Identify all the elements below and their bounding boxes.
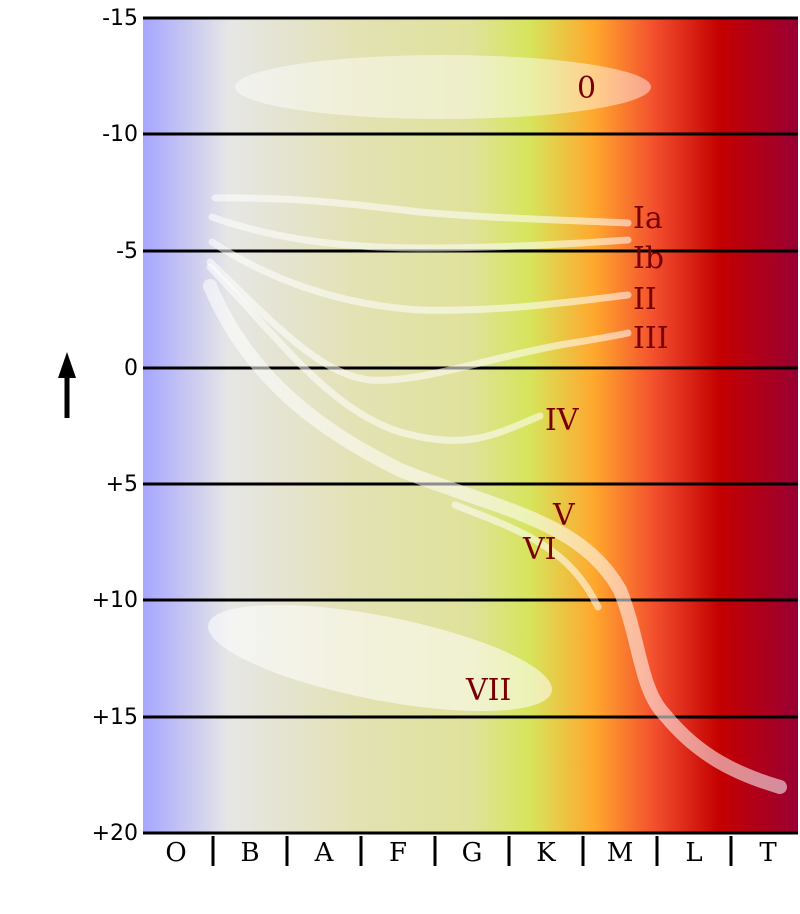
lum-label-ib: Ib [633,241,664,276]
class-label-m: M [607,838,634,868]
lum-label-vi: VI [522,532,557,567]
band-iii [206,258,632,384]
band-iv [206,263,544,444]
class-label-a: A [314,838,335,868]
band-vii-white-dwarfs [208,604,552,712]
class-label-f: F [389,838,407,868]
band-0-hypergiants [235,55,651,119]
magnitude-tick-label: +15 [92,705,138,730]
up-arrow-icon [58,352,76,418]
spectral-class-dividers [211,836,733,866]
band-v-main-sequence [203,279,787,794]
magnitude-tick-label: -15 [102,6,138,31]
band-ii [208,238,632,314]
luminosity-labels: 0 Ia Ib II III IV V VI VII [465,71,669,708]
class-label-t: T [759,838,777,868]
lum-label-ii: II [633,282,657,317]
spectral-class-labels: O B A F G K M L T [165,838,777,868]
class-label-o: O [165,838,186,868]
luminosity-bands [203,55,787,794]
lum-label-vii: VII [465,673,511,708]
magnitude-tick-label: 0 [124,356,138,381]
band-ia [211,194,632,227]
lum-label-ia: Ia [633,201,663,236]
magnitude-tick-label: -10 [102,122,138,147]
magnitude-tick-label: -5 [116,239,138,264]
class-label-k: K [536,838,556,868]
class-label-l: L [685,838,702,868]
band-ib [208,213,632,252]
band-vi-subdwarfs [451,501,602,611]
lum-label-0: 0 [577,71,596,106]
lum-label-iii: III [633,321,669,356]
magnitude-axis: -15 -10 -5 0 +5 +10 +15 +20 [92,6,138,846]
magnitude-tick-label: +10 [92,588,138,613]
class-label-g: G [462,838,483,868]
magnitude-tick-label: +20 [92,821,138,846]
class-label-b: B [240,838,259,868]
lum-label-iv: IV [545,403,580,438]
magnitude-tick-label: +5 [106,472,138,497]
lum-label-v: V [552,498,576,533]
